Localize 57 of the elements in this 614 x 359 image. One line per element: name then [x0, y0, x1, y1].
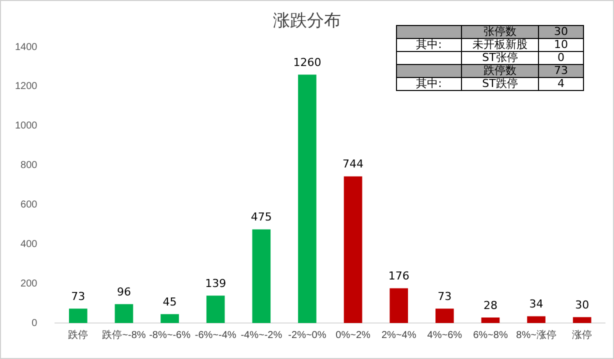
- x-tick-label: -8%~-6%: [149, 330, 191, 341]
- bar: [390, 288, 408, 323]
- chart-title: 涨跌分布: [273, 11, 341, 31]
- data-label: 744: [342, 158, 364, 171]
- x-tick-label: 涨停: [572, 328, 592, 341]
- shaded-cell: 张停数: [462, 26, 538, 38]
- data-label: 45: [162, 295, 177, 308]
- x-tick-label: 跌停: [68, 328, 88, 341]
- annotation: ST跌停: [462, 77, 538, 90]
- bar: [206, 296, 225, 323]
- data-label: 34: [529, 298, 544, 311]
- bar: [298, 74, 316, 323]
- y-tick-label: 1000: [14, 120, 38, 132]
- data-label: 30: [575, 298, 590, 312]
- bar: [572, 317, 592, 323]
- annotation: 未开板新股: [462, 38, 538, 52]
- y-tick-label: 400: [20, 238, 38, 250]
- annotation: 其中:: [396, 38, 462, 52]
- x-tick-label: -2%~0%: [288, 330, 326, 341]
- bar: [160, 314, 179, 323]
- bar: [344, 176, 362, 323]
- x-tick-label: -6%~-4%: [194, 330, 236, 341]
- bar: [435, 308, 454, 323]
- data-label: 176: [388, 270, 410, 283]
- shaded-cell: 跌停数: [462, 64, 538, 78]
- bar: [114, 304, 134, 323]
- bar: [68, 308, 88, 323]
- y-tick-label: 200: [20, 278, 38, 290]
- bar: [527, 316, 546, 323]
- x-tick-label: 0%~2%: [336, 330, 371, 341]
- bar: [252, 229, 271, 323]
- data-label: 28: [483, 298, 498, 312]
- data-label: 73: [438, 290, 452, 303]
- y-tick-label: 600: [20, 199, 38, 210]
- shaded-cell: 30: [538, 26, 584, 38]
- data-label: 73: [71, 290, 86, 303]
- x-tick-label: 2%~4%: [381, 330, 416, 341]
- data-label: 96: [116, 285, 131, 298]
- annotation: 10: [538, 38, 584, 52]
- x-tick-label: 跌停~-8%: [102, 328, 146, 341]
- annotation: 0: [538, 51, 584, 64]
- y-tick-label: 0: [32, 318, 38, 329]
- y-tick-label: 1200: [14, 81, 38, 92]
- y-tick-label: 800: [20, 160, 38, 172]
- annotation: ST张停: [462, 51, 538, 64]
- data-label: 475: [250, 210, 272, 224]
- annotation: 4: [538, 77, 584, 90]
- data-label: 1260: [293, 56, 322, 69]
- annotation: 其中:: [396, 77, 462, 90]
- x-tick-label: 4%~6%: [427, 330, 462, 341]
- x-tick-label: -4%~-2%: [240, 330, 282, 341]
- data-label: 139: [205, 276, 226, 290]
- shaded-cell: 73: [538, 64, 584, 78]
- x-tick-label: 8%~涨停: [516, 328, 556, 341]
- y-tick-label: 1400: [14, 42, 38, 53]
- x-tick-label: 6%~8%: [473, 330, 508, 341]
- bar: [481, 317, 500, 323]
